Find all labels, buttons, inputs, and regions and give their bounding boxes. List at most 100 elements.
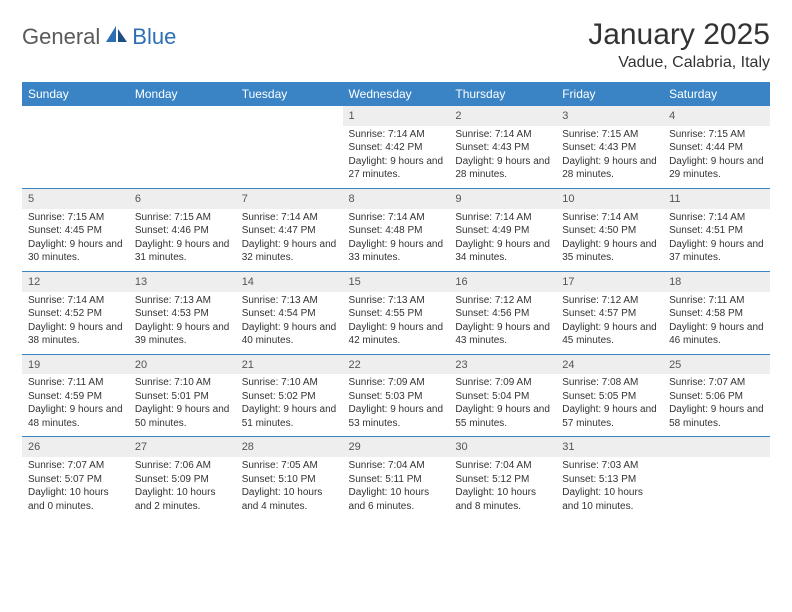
sunset-text: Sunset: 4:59 PM: [28, 390, 123, 404]
sunset-text: Sunset: 5:13 PM: [562, 473, 657, 487]
detail-row: Sunrise: 7:14 AMSunset: 4:52 PMDaylight:…: [22, 292, 770, 355]
daylight-text: Daylight: 10 hours and 0 minutes.: [28, 486, 123, 513]
day-detail-cell: Sunrise: 7:14 AMSunset: 4:47 PMDaylight:…: [236, 209, 343, 272]
day-number-cell: 5: [22, 188, 129, 208]
day-detail-cell: Sunrise: 7:04 AMSunset: 5:11 PMDaylight:…: [343, 457, 450, 519]
day-detail-cell: Sunrise: 7:14 AMSunset: 4:52 PMDaylight:…: [22, 292, 129, 355]
sunset-text: Sunset: 5:09 PM: [135, 473, 230, 487]
day-detail-cell: Sunrise: 7:15 AMSunset: 4:46 PMDaylight:…: [129, 209, 236, 272]
day-detail-cell: Sunrise: 7:07 AMSunset: 5:06 PMDaylight:…: [663, 374, 770, 437]
sunset-text: Sunset: 5:01 PM: [135, 390, 230, 404]
day-detail-cell: Sunrise: 7:14 AMSunset: 4:50 PMDaylight:…: [556, 209, 663, 272]
day-number-cell: 16: [449, 271, 556, 291]
day-detail-cell: Sunrise: 7:09 AMSunset: 5:03 PMDaylight:…: [343, 374, 450, 437]
day-number-cell: 20: [129, 354, 236, 374]
daylight-text: Daylight: 9 hours and 29 minutes.: [669, 155, 764, 182]
sunset-text: Sunset: 4:58 PM: [669, 307, 764, 321]
day-detail-cell: [663, 457, 770, 519]
sunrise-text: Sunrise: 7:15 AM: [669, 128, 764, 142]
daylight-text: Daylight: 10 hours and 8 minutes.: [455, 486, 550, 513]
sunset-text: Sunset: 4:47 PM: [242, 224, 337, 238]
sunrise-text: Sunrise: 7:14 AM: [349, 211, 444, 225]
day-detail-cell: Sunrise: 7:10 AMSunset: 5:02 PMDaylight:…: [236, 374, 343, 437]
page-header: General Blue January 2025 Vadue, Calabri…: [22, 18, 770, 72]
sunrise-text: Sunrise: 7:11 AM: [669, 294, 764, 308]
sunrise-text: Sunrise: 7:07 AM: [28, 459, 123, 473]
day-detail-cell: Sunrise: 7:03 AMSunset: 5:13 PMDaylight:…: [556, 457, 663, 519]
sunrise-text: Sunrise: 7:03 AM: [562, 459, 657, 473]
weekday-header-row: Sunday Monday Tuesday Wednesday Thursday…: [22, 82, 770, 106]
sunset-text: Sunset: 4:54 PM: [242, 307, 337, 321]
daylight-text: Daylight: 9 hours and 39 minutes.: [135, 321, 230, 348]
brand-logo: General Blue: [22, 18, 176, 50]
day-number-cell: 31: [556, 437, 663, 457]
daylight-text: Daylight: 9 hours and 43 minutes.: [455, 321, 550, 348]
weekday-header: Wednesday: [343, 82, 450, 106]
daylight-text: Daylight: 9 hours and 51 minutes.: [242, 403, 337, 430]
daylight-text: Daylight: 9 hours and 34 minutes.: [455, 238, 550, 265]
daylight-text: Daylight: 9 hours and 32 minutes.: [242, 238, 337, 265]
day-detail-cell: Sunrise: 7:15 AMSunset: 4:44 PMDaylight:…: [663, 126, 770, 189]
daylight-text: Daylight: 10 hours and 4 minutes.: [242, 486, 337, 513]
sunset-text: Sunset: 4:55 PM: [349, 307, 444, 321]
daylight-text: Daylight: 10 hours and 2 minutes.: [135, 486, 230, 513]
sunset-text: Sunset: 4:49 PM: [455, 224, 550, 238]
sunrise-text: Sunrise: 7:13 AM: [242, 294, 337, 308]
day-number-cell: 12: [22, 271, 129, 291]
day-number-cell: 10: [556, 188, 663, 208]
daylight-text: Daylight: 9 hours and 38 minutes.: [28, 321, 123, 348]
day-detail-cell: Sunrise: 7:08 AMSunset: 5:05 PMDaylight:…: [556, 374, 663, 437]
day-detail-cell: Sunrise: 7:14 AMSunset: 4:43 PMDaylight:…: [449, 126, 556, 189]
weekday-header: Sunday: [22, 82, 129, 106]
day-detail-cell: Sunrise: 7:04 AMSunset: 5:12 PMDaylight:…: [449, 457, 556, 519]
daylight-text: Daylight: 9 hours and 48 minutes.: [28, 403, 123, 430]
sunset-text: Sunset: 4:44 PM: [669, 141, 764, 155]
sunset-text: Sunset: 4:57 PM: [562, 307, 657, 321]
sunset-text: Sunset: 4:46 PM: [135, 224, 230, 238]
month-title: January 2025: [588, 18, 770, 52]
daynum-row: 12131415161718: [22, 271, 770, 291]
day-detail-cell: [129, 126, 236, 189]
sunset-text: Sunset: 5:06 PM: [669, 390, 764, 404]
sunrise-text: Sunrise: 7:15 AM: [135, 211, 230, 225]
sunset-text: Sunset: 5:04 PM: [455, 390, 550, 404]
sunrise-text: Sunrise: 7:10 AM: [242, 376, 337, 390]
day-detail-cell: Sunrise: 7:13 AMSunset: 4:53 PMDaylight:…: [129, 292, 236, 355]
day-detail-cell: Sunrise: 7:13 AMSunset: 4:55 PMDaylight:…: [343, 292, 450, 355]
day-number-cell: [22, 106, 129, 126]
day-detail-cell: Sunrise: 7:10 AMSunset: 5:01 PMDaylight:…: [129, 374, 236, 437]
detail-row: Sunrise: 7:15 AMSunset: 4:45 PMDaylight:…: [22, 209, 770, 272]
weekday-header: Monday: [129, 82, 236, 106]
day-number-cell: 30: [449, 437, 556, 457]
day-number-cell: 2: [449, 106, 556, 126]
day-detail-cell: Sunrise: 7:15 AMSunset: 4:45 PMDaylight:…: [22, 209, 129, 272]
daylight-text: Daylight: 9 hours and 30 minutes.: [28, 238, 123, 265]
daylight-text: Daylight: 9 hours and 37 minutes.: [669, 238, 764, 265]
daylight-text: Daylight: 9 hours and 46 minutes.: [669, 321, 764, 348]
day-number-cell: 7: [236, 188, 343, 208]
daylight-text: Daylight: 9 hours and 57 minutes.: [562, 403, 657, 430]
daylight-text: Daylight: 9 hours and 58 minutes.: [669, 403, 764, 430]
sunset-text: Sunset: 4:50 PM: [562, 224, 657, 238]
day-number-cell: 25: [663, 354, 770, 374]
day-number-cell: 11: [663, 188, 770, 208]
day-detail-cell: Sunrise: 7:12 AMSunset: 4:57 PMDaylight:…: [556, 292, 663, 355]
brand-part1: General: [22, 24, 100, 50]
daynum-row: 19202122232425: [22, 354, 770, 374]
day-number-cell: [236, 106, 343, 126]
day-detail-cell: [236, 126, 343, 189]
day-detail-cell: Sunrise: 7:07 AMSunset: 5:07 PMDaylight:…: [22, 457, 129, 519]
sunrise-text: Sunrise: 7:12 AM: [455, 294, 550, 308]
daylight-text: Daylight: 9 hours and 53 minutes.: [349, 403, 444, 430]
weekday-header: Tuesday: [236, 82, 343, 106]
day-number-cell: 28: [236, 437, 343, 457]
sunset-text: Sunset: 4:43 PM: [562, 141, 657, 155]
day-number-cell: 14: [236, 271, 343, 291]
day-detail-cell: Sunrise: 7:06 AMSunset: 5:09 PMDaylight:…: [129, 457, 236, 519]
sunrise-text: Sunrise: 7:14 AM: [562, 211, 657, 225]
sunrise-text: Sunrise: 7:14 AM: [455, 128, 550, 142]
sunrise-text: Sunrise: 7:09 AM: [349, 376, 444, 390]
weekday-header: Saturday: [663, 82, 770, 106]
sunset-text: Sunset: 4:45 PM: [28, 224, 123, 238]
daylight-text: Daylight: 9 hours and 35 minutes.: [562, 238, 657, 265]
